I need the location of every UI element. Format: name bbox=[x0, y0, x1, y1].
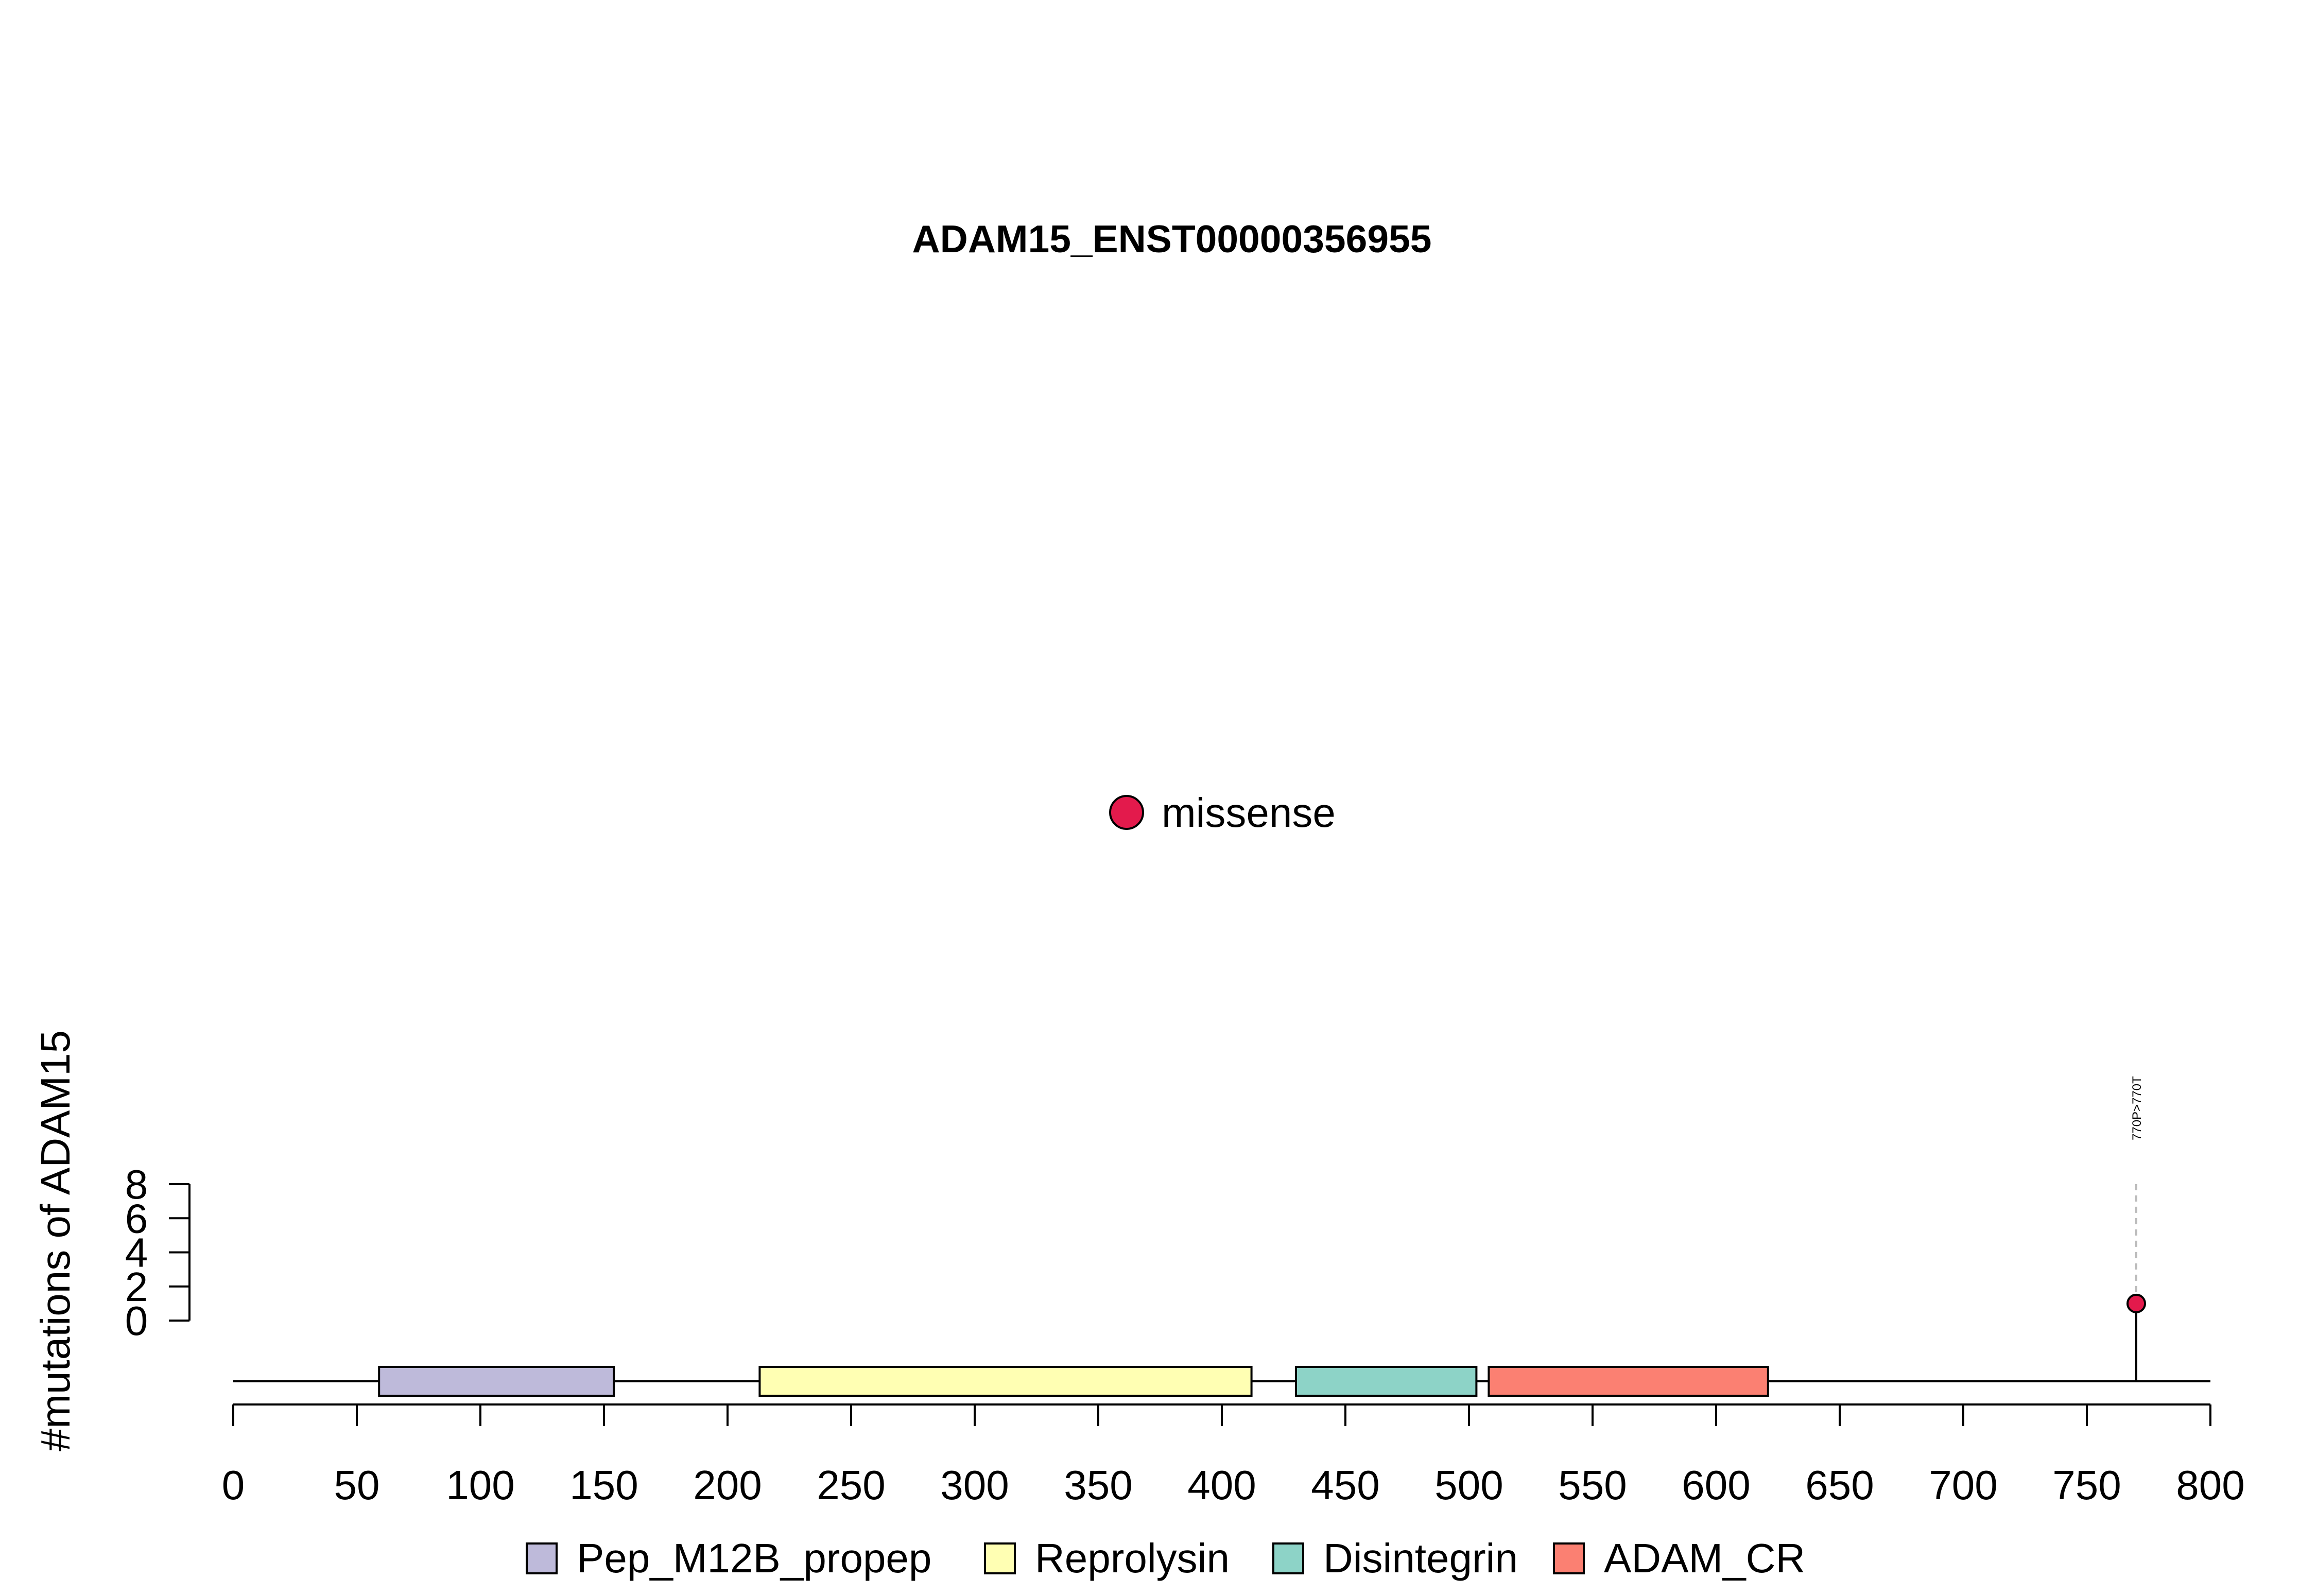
legend-domain-label: Disintegrin bbox=[1323, 1535, 1518, 1581]
domain-reprolysin bbox=[758, 1366, 1253, 1397]
y-axis-label: #mutations of ADAM15 bbox=[32, 1030, 78, 1451]
x-tick-label: 450 bbox=[1311, 1462, 1379, 1508]
x-tick-label: 250 bbox=[817, 1462, 885, 1508]
x-axis: 0 50 100 150 200 250 300 350 400 450 500 550 600 650 7… bbox=[222, 1403, 2245, 1508]
legend-domain-label: ADAM_CR bbox=[1604, 1535, 1805, 1581]
y-tick-label: 0 bbox=[125, 1298, 148, 1344]
x-tick-label: 200 bbox=[693, 1462, 762, 1508]
legend-domain-label: Pep_M12B_propep bbox=[577, 1535, 931, 1581]
mutation-label: 770P>770T bbox=[2130, 1076, 2144, 1140]
domain-legend: Pep_M12B_propep Reprolysin Disintegrin ADAM… bbox=[526, 1535, 1805, 1581]
x-tick-label: 650 bbox=[1805, 1462, 1874, 1508]
legend-missense-marker bbox=[1109, 795, 1144, 830]
legend-domain-swatch bbox=[1272, 1542, 1304, 1574]
x-tick-label: 400 bbox=[1187, 1462, 1256, 1508]
mutation-lollipops: 770P>770T bbox=[2126, 1076, 2146, 1381]
x-tick-label: 150 bbox=[569, 1462, 638, 1508]
y-tick-label: 2 bbox=[125, 1264, 148, 1310]
y-tick-label: 6 bbox=[125, 1195, 148, 1241]
x-tick-label: 350 bbox=[1064, 1462, 1132, 1508]
legend-domain-swatch bbox=[526, 1542, 558, 1574]
x-tick-label: 0 bbox=[222, 1462, 245, 1508]
domain-disintegrin bbox=[1295, 1366, 1478, 1397]
x-tick-label: 550 bbox=[1558, 1462, 1627, 1508]
y-tick-label: 4 bbox=[125, 1230, 148, 1276]
mutation-type-legend: missense bbox=[1109, 790, 1336, 836]
x-tick-label: 750 bbox=[2052, 1462, 2121, 1508]
mutation-point bbox=[2126, 1293, 2146, 1313]
x-tick-label: 700 bbox=[1929, 1462, 1997, 1508]
x-tick-label: 300 bbox=[940, 1462, 1009, 1508]
x-tick-label: 100 bbox=[446, 1462, 514, 1508]
legend-domain-swatch bbox=[984, 1542, 1016, 1574]
x-tick-label: 800 bbox=[2176, 1462, 2244, 1508]
x-tick-label: 50 bbox=[334, 1462, 380, 1508]
legend-domain-swatch bbox=[1553, 1542, 1585, 1574]
chart-title: ADAM15_ENST00000356955 bbox=[912, 217, 1432, 261]
domain-boxes bbox=[378, 1366, 1769, 1397]
legend-missense-label: missense bbox=[1162, 790, 1336, 836]
x-tick-label: 600 bbox=[1682, 1462, 1750, 1508]
y-tick-label: 8 bbox=[125, 1161, 148, 1207]
x-tick-label: 500 bbox=[1434, 1462, 1503, 1508]
legend-domain-label: Reprolysin bbox=[1035, 1535, 1230, 1581]
domain-pep-m12b-propep bbox=[378, 1366, 615, 1397]
domain-adam-cr bbox=[1488, 1366, 1769, 1397]
